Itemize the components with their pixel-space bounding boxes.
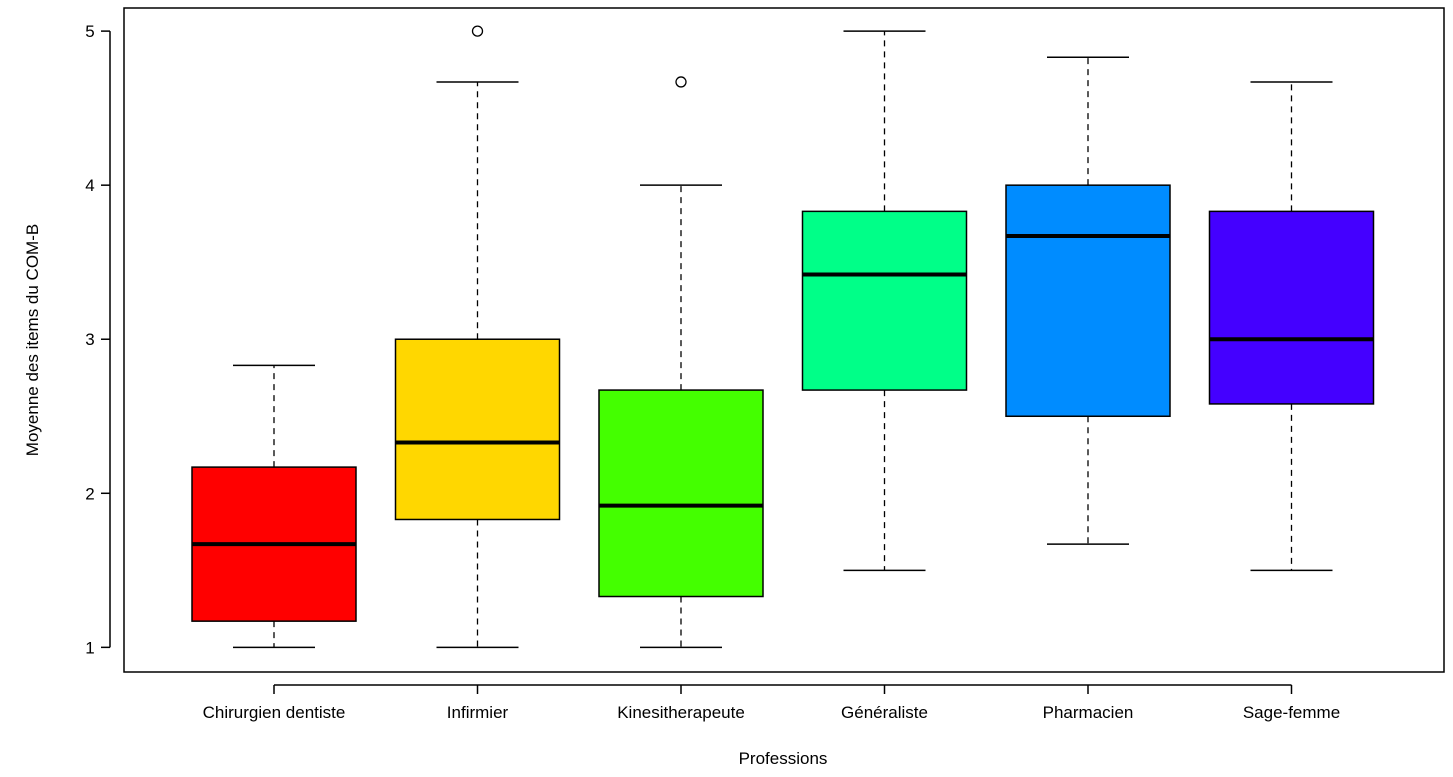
box-2 [394, 25, 561, 649]
box-4 [801, 30, 968, 572]
x-tick-label: Sage-femme [1243, 703, 1340, 722]
x-tick-label: Pharmacien [1043, 703, 1134, 722]
iqr-box [394, 338, 561, 521]
iqr-box [801, 210, 968, 391]
iqr-box [598, 389, 764, 598]
y-axis-title: Moyenne des items du COM-B [23, 224, 42, 456]
y-tick-label: 2 [85, 484, 94, 503]
x-tick-label: Généraliste [841, 703, 928, 722]
outlier-point [675, 76, 687, 88]
iqr-box [1005, 184, 1171, 418]
plot-frame [123, 7, 1445, 673]
box-6 [1208, 81, 1375, 572]
x-tick-label: Chirurgien dentiste [203, 703, 346, 722]
y-tick-label: 4 [85, 176, 94, 195]
y-tick-label: 3 [85, 330, 94, 349]
boxes-group [191, 25, 1375, 649]
box-3 [598, 76, 764, 649]
y-tick-label: 1 [85, 638, 94, 657]
y-axis: 1 2 3 4 5 [85, 22, 111, 657]
x-axis-title: Professions [739, 749, 828, 768]
x-tick-label: Infirmier [447, 703, 509, 722]
y-tick-label: 5 [85, 22, 94, 41]
x-tick-label: Kinesitherapeute [617, 703, 745, 722]
outlier-point [471, 25, 484, 37]
box-1 [191, 364, 357, 649]
iqr-box [1208, 210, 1375, 405]
box-5 [1005, 56, 1171, 545]
x-axis: Chirurgien dentiste Infirmier Kinesitherap… [203, 684, 1340, 722]
